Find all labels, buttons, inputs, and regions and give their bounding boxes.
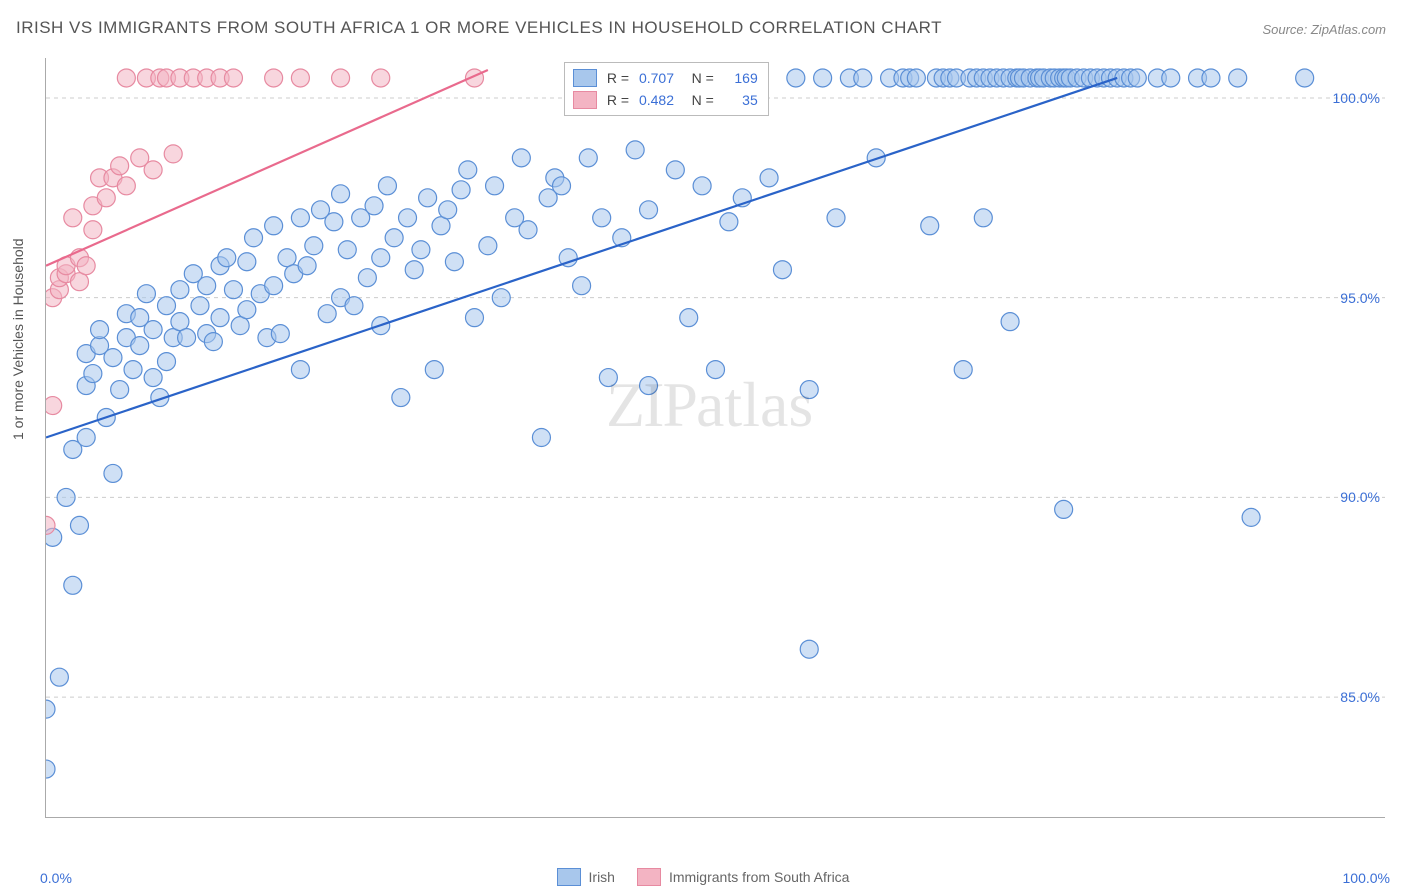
chart-container: IRISH VS IMMIGRANTS FROM SOUTH AFRICA 1 … bbox=[0, 0, 1406, 892]
correlation-legend: R = 0.707 N = 169 R = 0.482 N = 35 bbox=[564, 62, 769, 116]
y-tick-label: 100.0% bbox=[1333, 90, 1386, 106]
legend-item-irish: Irish bbox=[557, 868, 615, 886]
correlation-swatch bbox=[573, 69, 597, 87]
correlation-row: R = 0.482 N = 35 bbox=[573, 89, 758, 111]
y-tick-label: 95.0% bbox=[1340, 290, 1386, 306]
legend-label-irish: Irish bbox=[589, 869, 615, 885]
source-label: Source: ZipAtlas.com bbox=[1262, 22, 1386, 37]
legend-item-sa: Immigrants from South Africa bbox=[637, 868, 850, 886]
correlation-row: R = 0.707 N = 169 bbox=[573, 67, 758, 89]
legend-swatch-irish bbox=[557, 868, 581, 886]
y-tick-label: 90.0% bbox=[1340, 489, 1386, 505]
chart-title: IRISH VS IMMIGRANTS FROM SOUTH AFRICA 1 … bbox=[16, 18, 942, 38]
plot-area: ZIPatlas 85.0%90.0%95.0%100.0% bbox=[45, 58, 1385, 818]
legend-label-sa: Immigrants from South Africa bbox=[669, 869, 850, 885]
series-legend: Irish Immigrants from South Africa bbox=[0, 868, 1406, 886]
y-tick-label: 85.0% bbox=[1340, 689, 1386, 705]
correlation-swatch bbox=[573, 91, 597, 109]
x-tick-min: 0.0% bbox=[40, 870, 72, 886]
legend-swatch-sa bbox=[637, 868, 661, 886]
y-axis-label: 1 or more Vehicles in Household bbox=[10, 238, 26, 440]
plot-svg bbox=[46, 58, 1385, 817]
x-tick-max: 100.0% bbox=[1343, 870, 1390, 886]
